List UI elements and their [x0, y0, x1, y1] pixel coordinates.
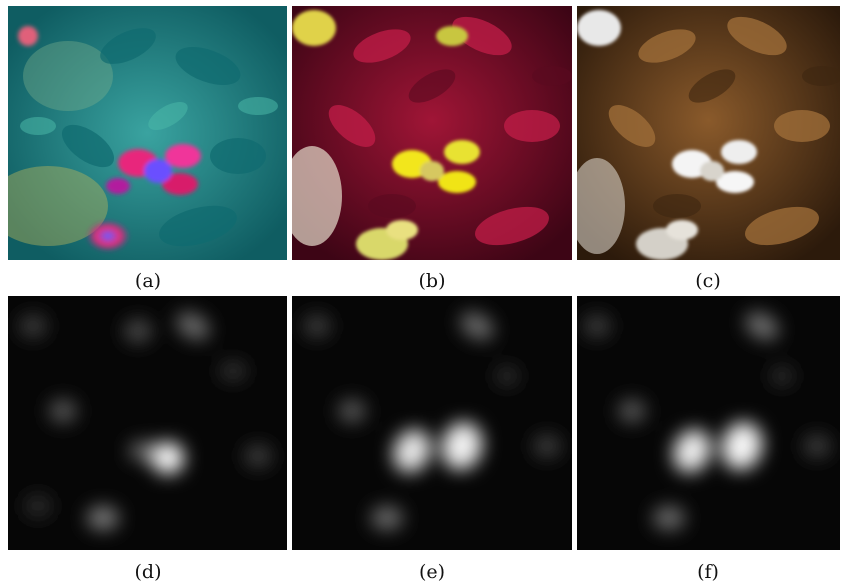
panel-a-caption: (a) [134, 270, 162, 292]
panel-b-caption: (b) [418, 270, 446, 292]
panel-f-image [577, 296, 840, 550]
panel-d-image [8, 296, 287, 550]
panel-b-image [292, 6, 572, 260]
panel-a-image [8, 6, 287, 260]
panel-f-caption: (f) [697, 561, 719, 583]
panel-c-caption: (c) [695, 270, 721, 292]
panel-e-caption: (e) [418, 561, 446, 583]
panel-d-caption: (d) [134, 561, 162, 583]
panel-c-image [577, 6, 840, 260]
panel-e-image [292, 296, 572, 550]
